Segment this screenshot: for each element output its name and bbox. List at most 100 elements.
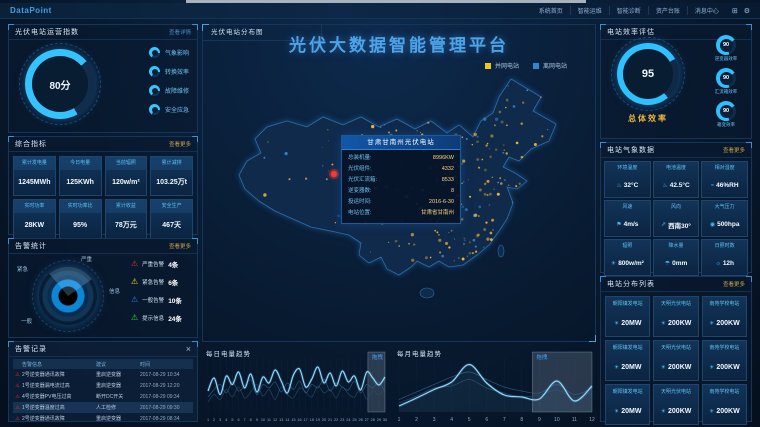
indicator-cell-3: 累计减排 103.25万t	[150, 156, 193, 196]
station-value: 200KW	[716, 319, 740, 327]
wind-icon: ⚑	[616, 222, 622, 228]
svg-text:11: 11	[267, 418, 271, 422]
station-dot	[503, 178, 507, 182]
chart-monthly-svg[interactable]: 拖拽1 2 3 4 5 6 7 8 9 10 11 12	[393, 346, 596, 424]
station-dot	[395, 129, 398, 132]
weather-value-row: ☀ 800w/m²	[605, 253, 650, 274]
station-dot	[387, 241, 390, 244]
col-info: 告警信息	[22, 361, 43, 368]
stations-view-more-link[interactable]: 查看更多	[722, 282, 745, 288]
station-dot	[284, 151, 288, 156]
weather-view-more-link[interactable]: 查看更多	[722, 148, 745, 154]
station-dot	[383, 124, 386, 126]
station-card-4[interactable]: 天明光伏电站 ☀ 200KW	[653, 340, 699, 381]
station-value-row: ☀ 200KW	[703, 356, 746, 378]
panel-weather-header: 电站气象数据 查看更多	[601, 143, 751, 158]
station-dot	[515, 141, 519, 145]
indicator-label: 累计减排	[151, 157, 192, 170]
alarm-row-0[interactable]: ⚠ 2号逆变器通讯故障 重启逆变器 2017-08-29 10:34	[13, 369, 193, 380]
station-card-5[interactable]: 南苑学校电站 ☀ 200KW	[701, 340, 747, 381]
series-line	[207, 366, 386, 396]
station-card-1[interactable]: 天明光伏电站 ☀ 200KW	[653, 296, 699, 337]
sub-gauges: 90 逆变器效率 90 汇流箱效率 90 箱变效率	[703, 35, 749, 134]
station-dot	[515, 185, 518, 188]
grid-icon[interactable]: ⊞	[731, 7, 738, 15]
station-dot	[464, 208, 468, 212]
weather-cell-3: 风速 ⚑ 4m/s	[604, 200, 651, 237]
sub-gauge-label: 汇流箱效率	[714, 89, 738, 94]
station-dot	[504, 106, 507, 109]
tooltip-line-3: 逆变器数: 8	[348, 186, 454, 197]
station-dot	[439, 251, 442, 254]
nav-item-2[interactable]: 智能诊断	[610, 6, 649, 15]
chart-daily-svg[interactable]: 拖拽1 2 3 4 5 6 7 8 9 10 11 12 13 14 15 16 17 18 19 20 21 22 23 2…	[202, 346, 389, 424]
station-dot	[466, 255, 469, 258]
hainan-island	[419, 287, 435, 299]
operation-view-details-link[interactable]: 查看详情	[168, 30, 191, 36]
alarm-row-3[interactable]: ⚠ 1号逆变器温度过高 人工检修 2017-08-29 09:30	[13, 402, 193, 413]
close-icon[interactable]: ×	[185, 343, 191, 354]
brush-region[interactable]	[367, 351, 386, 413]
taiwan-island	[497, 244, 505, 258]
map-marker-icon[interactable]	[331, 171, 337, 177]
alarm-row-4[interactable]: ⚠ 2号逆变器通讯故障 重启逆变器 2017-08-29 08:34	[13, 413, 193, 424]
nav-item-4[interactable]: 消息中心	[694, 9, 719, 15]
logo: DataPoint	[10, 6, 52, 15]
weather-label: 大气压力	[714, 204, 735, 210]
brush-region[interactable]	[532, 351, 593, 413]
station-dot	[474, 213, 478, 217]
svg-text:10: 10	[261, 418, 265, 422]
station-card-3[interactable]: 朝阳镇发电站 ☀ 20MW	[605, 340, 651, 381]
svg-text:5: 5	[468, 417, 471, 423]
svg-text:19: 19	[316, 418, 320, 422]
alarm-row-1[interactable]: ⚠ 1号逆变器漏电流过高 重启逆变器 2017-08-29 12:20	[13, 380, 193, 391]
station-dot	[288, 178, 291, 181]
indicator-value: 28KW	[24, 221, 45, 229]
pressure-icon: ◉	[709, 222, 716, 228]
indicators-view-more-link[interactable]: 查看更多	[168, 142, 191, 148]
station-dot	[494, 148, 498, 151]
station-dot	[472, 238, 476, 242]
station-card-7[interactable]: 天明光伏电站 ☀ 200KW	[653, 384, 699, 425]
svg-text:6: 6	[237, 418, 239, 422]
station-dot	[505, 152, 508, 155]
warning-triangle-icon: ⚠	[15, 393, 20, 400]
station-card-0[interactable]: 朝阳镇发电站 ☀ 20MW	[605, 296, 651, 337]
alarm-legend-row-1: ⚠ 紧急告警 6条	[131, 273, 182, 291]
alarm-stats-view-more-link[interactable]: 查看更多	[168, 244, 191, 250]
alarm-legend-count: 4条	[168, 262, 179, 269]
station-dot	[263, 193, 267, 197]
station-card-2[interactable]: 南苑学校电站 ☀ 200KW	[701, 296, 747, 337]
nav-item-1[interactable]: 智能运维	[571, 6, 610, 15]
station-card-6[interactable]: 朝阳镇发电站 ☀ 20MW	[605, 384, 651, 425]
indicator-label: 实时功率	[14, 200, 55, 213]
station-dot	[491, 219, 494, 222]
chart-monthly-title: 每月电量趋势	[397, 351, 442, 358]
station-dot	[488, 204, 491, 206]
station-dot	[412, 243, 416, 246]
station-value-row: ☀ 20MW	[606, 400, 649, 422]
station-value-row: ☀ 200KW	[654, 356, 697, 378]
alarm-time: 2017-08-29 09:30	[140, 404, 180, 411]
thermometer-icon: ♨	[662, 183, 668, 189]
station-value-row: ☀ 200KW	[703, 400, 746, 422]
nav-item-0[interactable]: 系统首页	[532, 6, 571, 15]
gear-icon[interactable]: ⚙	[743, 7, 750, 15]
station-dot	[522, 101, 525, 104]
alarm-row-2[interactable]: ⚠ 4号逆变器PV电压过高 断开DC开关 2017-08-29 09:34	[13, 391, 193, 402]
station-dot	[502, 151, 505, 154]
station-dot	[499, 177, 502, 180]
station-dot	[468, 251, 472, 255]
station-card-8[interactable]: 南苑学校电站 ☀ 200KW	[701, 384, 747, 425]
nav-item-3[interactable]: 资产台账	[649, 6, 688, 15]
sun-icon: ☀	[708, 320, 715, 327]
panel-efficiency: 电站效率评估 95 总体效率 90 逆变器效率 90 汇流箱效率 90 箱变效率	[600, 24, 752, 139]
station-dot	[485, 221, 488, 224]
indicator-value: 125KWh	[66, 178, 94, 186]
weather-cell-7: 降水量 ☂ 0mm	[652, 239, 700, 276]
weather-value: 12h	[722, 260, 735, 267]
tooltip-value: 4332	[441, 166, 454, 172]
station-value: 200KW	[668, 319, 692, 327]
alarm-table-header: 告警信息 建议 时间	[13, 359, 193, 369]
station-dot	[410, 233, 415, 237]
